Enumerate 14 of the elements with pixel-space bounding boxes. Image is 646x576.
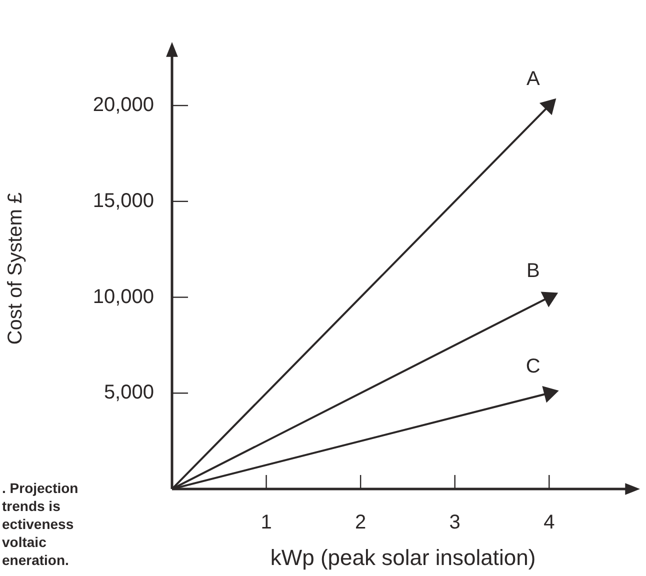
- series-label: C: [526, 356, 540, 378]
- y-tick-label: 10,000: [92, 286, 154, 308]
- y-tick-label: 5,000: [104, 382, 154, 404]
- series-label: B: [526, 260, 540, 282]
- x-tick-label: 4: [544, 512, 555, 534]
- series-label: A: [526, 68, 540, 90]
- y-tick-label: 20,000: [92, 94, 154, 116]
- y-tick-label: 15,000: [92, 190, 154, 212]
- y-axis-title: Cost of System £: [4, 192, 27, 345]
- text: . Projection trends is ectiveness voltaic eneration.: [2, 480, 78, 568]
- x-tick-label: 1: [260, 512, 272, 534]
- x-axis-title: kWp (peak solar insolation): [270, 544, 536, 570]
- x-tick-label: 2: [355, 512, 366, 534]
- x-tick-label: 3: [449, 512, 460, 534]
